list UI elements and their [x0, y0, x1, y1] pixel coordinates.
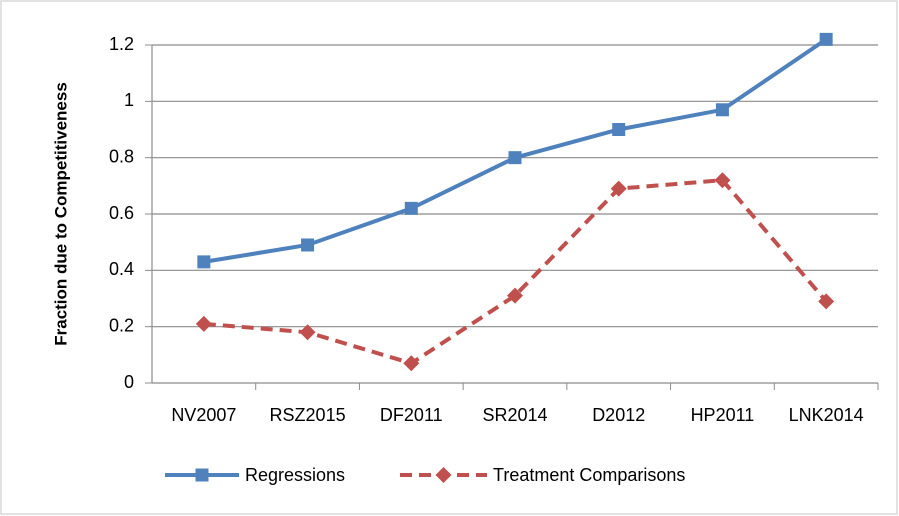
y-tick-label: 0.6: [109, 203, 134, 223]
data-point: [197, 255, 211, 269]
data-point: [714, 172, 731, 189]
data-point: [195, 315, 212, 332]
data-point: [818, 293, 835, 310]
data-point: [507, 287, 523, 304]
x-tick-label: HP2011: [691, 405, 755, 425]
x-tick-label: SR2014: [482, 405, 547, 425]
legend-marker: [195, 468, 209, 482]
x-tick-label: NV2007: [171, 405, 236, 425]
x-tick-label: D2012: [592, 405, 645, 425]
data-point: [508, 151, 522, 165]
x-tick-label: RSZ2015: [270, 405, 346, 425]
data-point: [403, 355, 420, 372]
data-point: [612, 123, 626, 136]
y-tick-label: 0.2: [109, 315, 134, 335]
legend-label: Regressions: [245, 465, 345, 485]
data-point: [404, 201, 418, 215]
y-tick-label: 0: [124, 372, 134, 392]
x-tick-label: LNK2014: [789, 405, 864, 425]
data-point: [610, 180, 627, 197]
x-tick-label: DF2011: [380, 405, 443, 425]
data-point: [819, 32, 833, 46]
legend-label: Treatment Comparisons: [493, 465, 685, 485]
y-tick-label: 0.4: [109, 259, 134, 279]
data-point: [299, 324, 316, 341]
data-point: [301, 238, 315, 252]
y-tick-label: 0.8: [109, 146, 134, 166]
y-tick-label: 1: [124, 90, 134, 110]
data-point: [715, 103, 729, 117]
y-axis-label: Fraction due to Competitiveness: [51, 82, 70, 346]
legend-marker: [435, 467, 452, 483]
y-tick-label: 1.2: [109, 34, 134, 54]
